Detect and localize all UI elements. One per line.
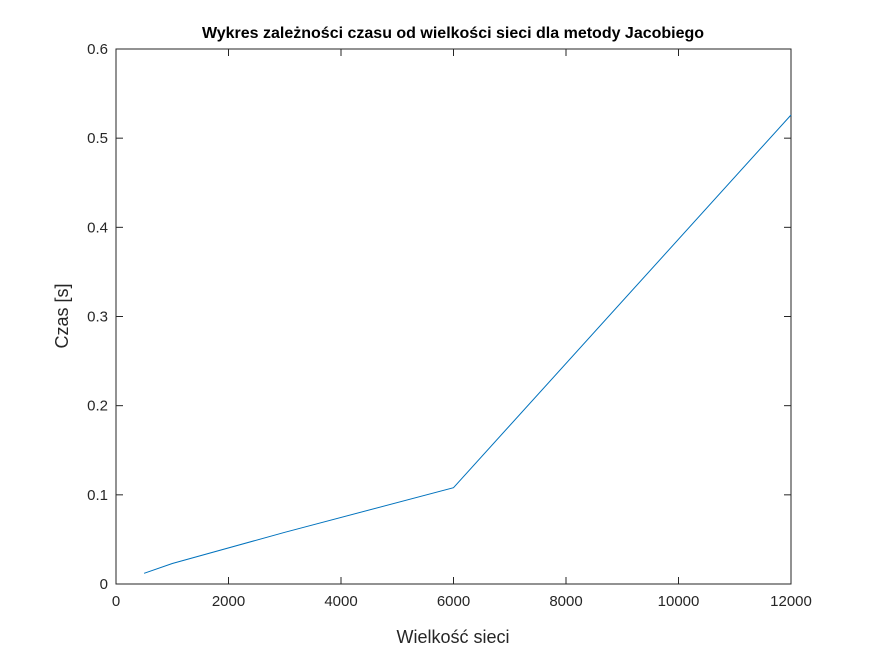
y-tick-label: 0.1 [87,487,108,504]
x-tick-label: 6000 [437,593,470,610]
x-tick-label: 0 [112,593,120,610]
series-layer [143,114,792,574]
tick-labels: 0 2000 4000 6000 8000 10000 12000 0 0.1 0.2 0.3 0.4… [87,41,812,610]
y-tick-label: 0 [100,576,108,593]
y-tick-label: 0.6 [87,41,108,58]
y-tick-label: 0.3 [87,309,108,326]
y-axis-label: Czas [s] [52,283,72,348]
chart-title: Wykres zależności czasu od wielkości sie… [202,25,704,42]
axis-ticks [115,48,792,585]
x-tick-label: 10000 [658,593,700,610]
x-tick-label: 8000 [549,593,582,610]
y-tick-label: 0.4 [87,219,108,236]
x-tick-label: 12000 [770,593,812,610]
x-tick-label: 2000 [212,593,245,610]
x-tick-label: 4000 [324,593,357,610]
series-line [143,114,792,574]
x-axis-label: Wielkość sieci [396,627,509,647]
plot-area [115,48,792,585]
y-tick-label: 0.2 [87,398,108,415]
y-tick-label: 0.5 [87,130,108,147]
